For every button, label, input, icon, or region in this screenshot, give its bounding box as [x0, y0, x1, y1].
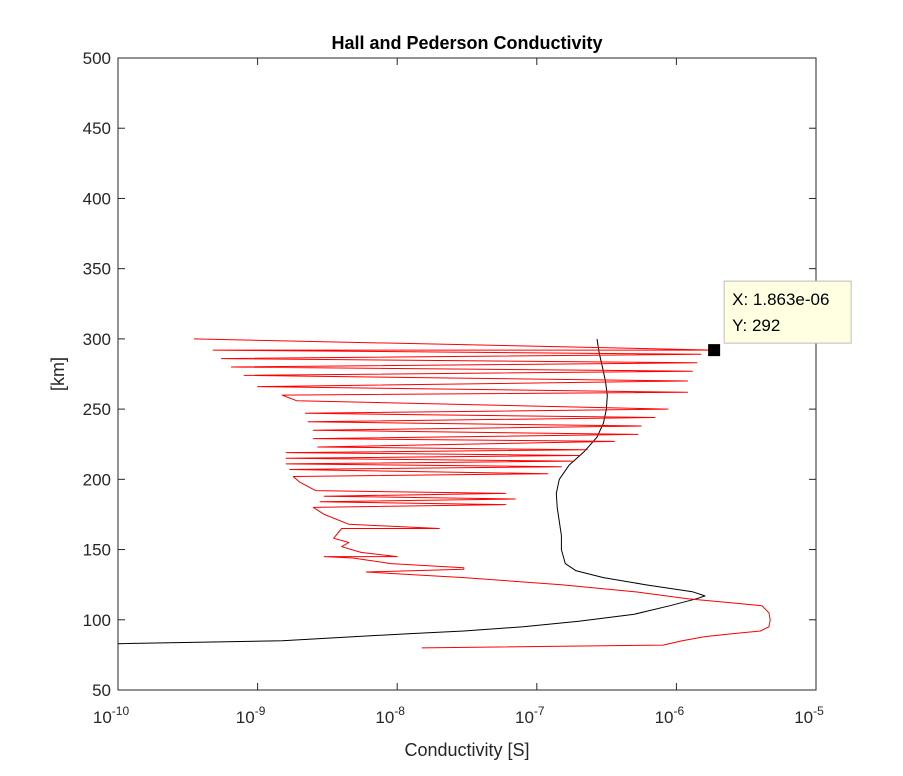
datatip-y-text: Y: 292 — [732, 316, 780, 335]
series-line-2 — [193, 338, 771, 649]
y-tick-label: 400 — [83, 189, 111, 208]
chart-title: Hall and Pederson Conductivity — [331, 33, 602, 53]
x-tick-label: 10-9 — [236, 704, 266, 727]
series-layer — [117, 338, 771, 649]
y-tick-label: 250 — [83, 400, 111, 419]
plot-area — [117, 57, 817, 691]
y-tick-label: 500 — [83, 49, 111, 68]
y-tick-label: 200 — [83, 470, 111, 489]
y-tick-label: 150 — [83, 541, 111, 560]
x-axis-label: Conductivity [S] — [404, 740, 529, 760]
y-axis-label: [km] — [48, 357, 68, 391]
y-tick-label: 100 — [83, 611, 111, 630]
datatip-x-text: X: 1.863e-06 — [732, 290, 829, 309]
x-tick-label: 10-10 — [93, 704, 130, 727]
y-axis-ticks: 50 100 150 200 250 300 350 400 450 500 — [83, 49, 816, 700]
x-tick-label: 10-6 — [655, 704, 685, 727]
x-axis-ticks: 10-10 10-9 10-8 10-7 10-6 10-5 — [93, 58, 824, 727]
datatip-box — [723, 280, 852, 344]
y-tick-label: 50 — [92, 681, 111, 700]
y-tick-label: 450 — [83, 119, 111, 138]
x-tick-label: 10-8 — [375, 704, 405, 727]
x-tick-label: 10-7 — [515, 704, 545, 727]
y-tick-label: 300 — [83, 330, 111, 349]
datatip-marker[interactable] — [708, 344, 721, 357]
x-tick-label: 10-5 — [794, 704, 824, 727]
datatip[interactable]: X: 1.863e-06 Y: 292 — [708, 280, 852, 357]
series-line-1 — [117, 338, 706, 645]
y-tick-label: 350 — [83, 260, 111, 279]
